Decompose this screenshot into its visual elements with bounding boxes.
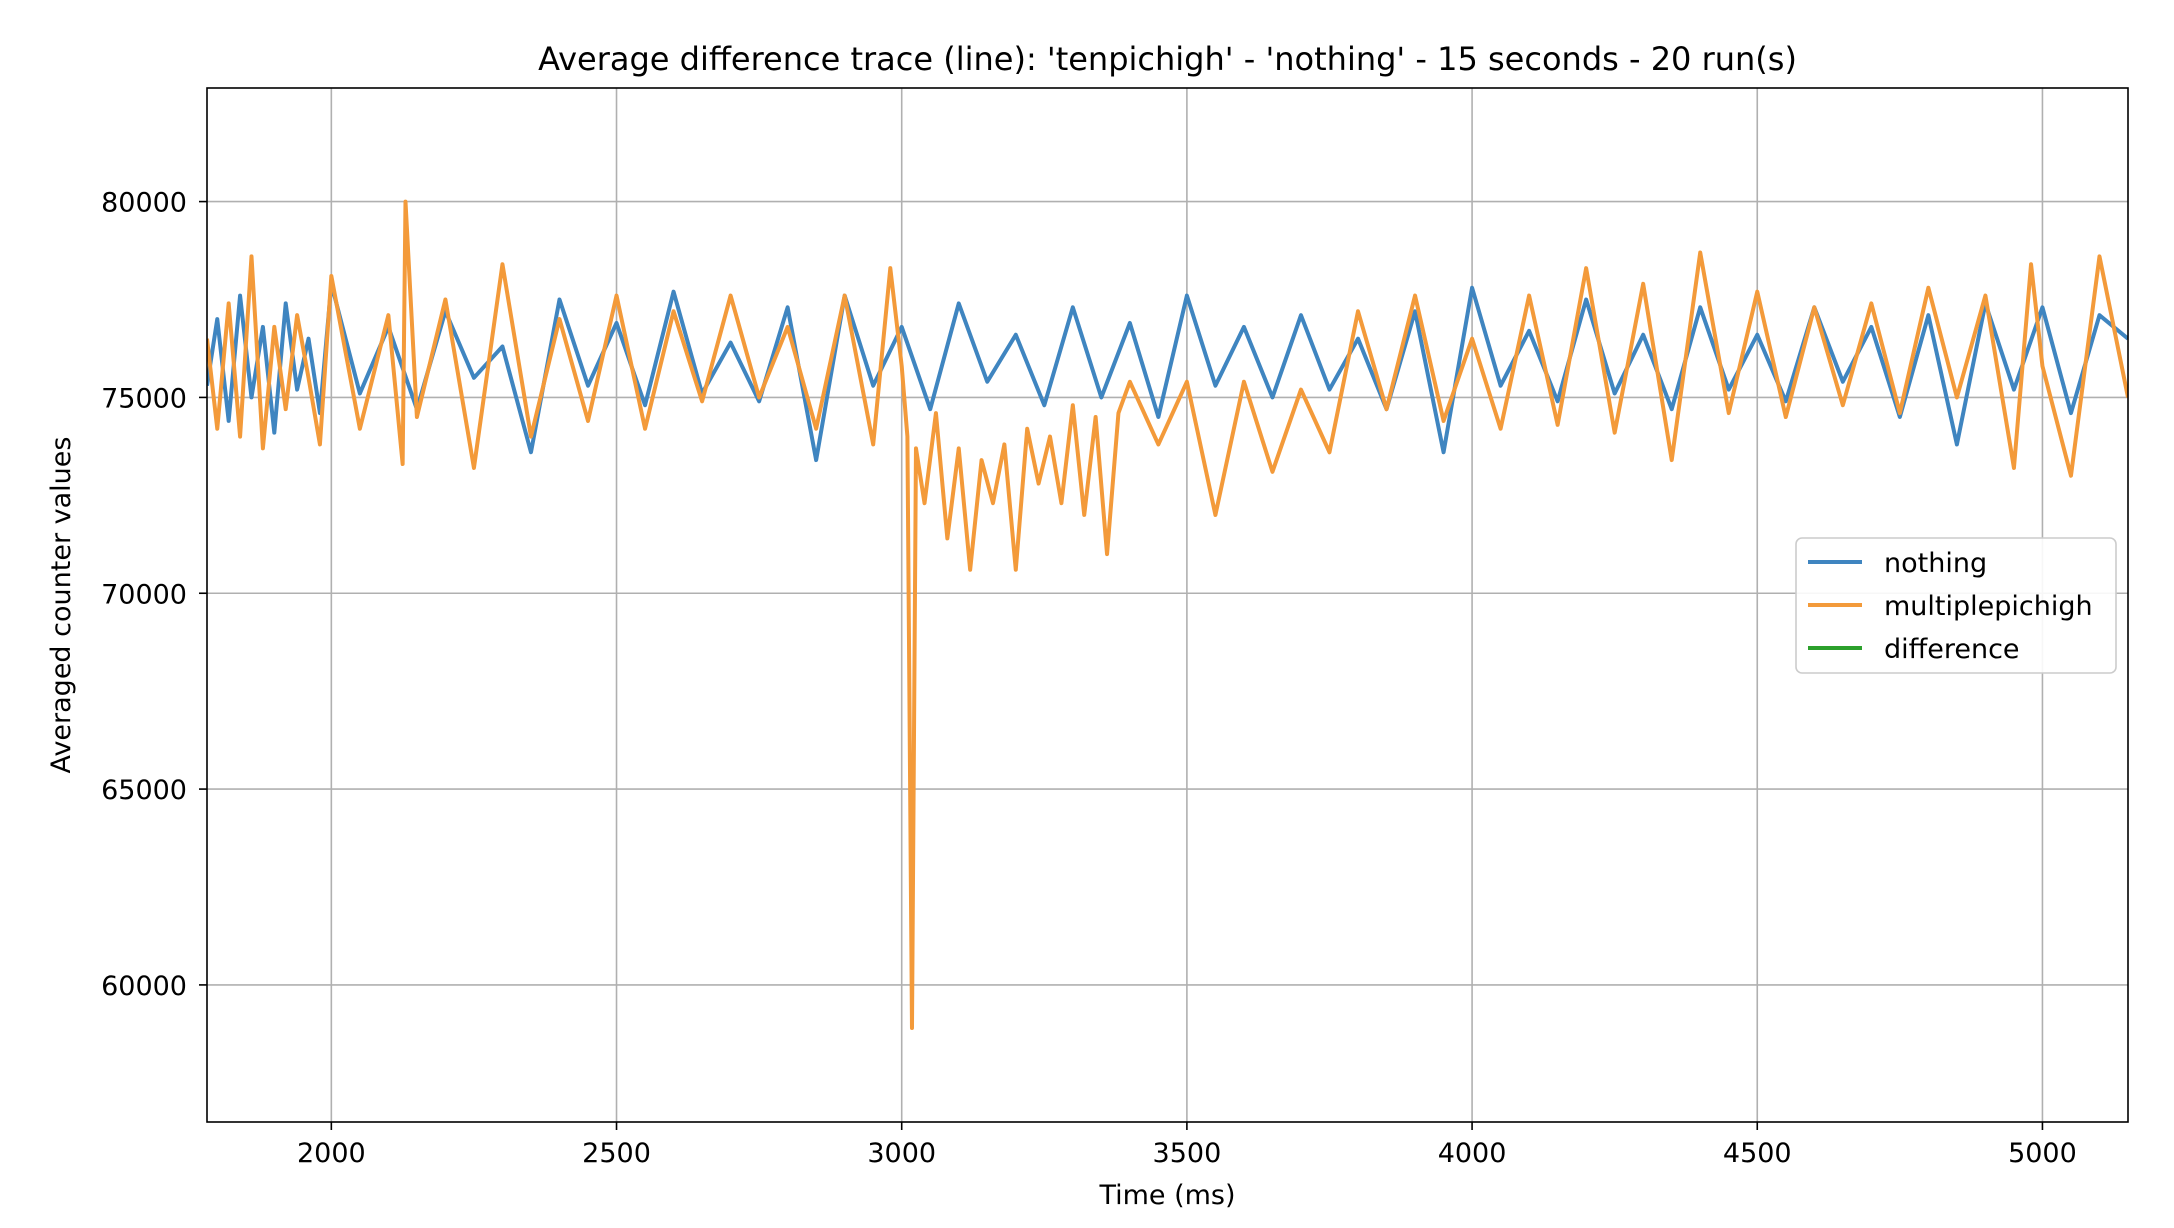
y-tick-label: 60000 bbox=[101, 971, 187, 1002]
series-layer bbox=[207, 199, 2128, 1030]
x-tick-label: 3000 bbox=[867, 1138, 936, 1169]
y-tick-label: 70000 bbox=[101, 579, 187, 610]
ticks-layer: 2000 2500 3000 3500 4000 4500 5000 60000 65000 70… bbox=[101, 188, 2077, 1169]
y-axis-label: Averaged counter values bbox=[46, 437, 77, 774]
legend: nothing multiplepichigh difference bbox=[1795, 537, 2117, 674]
y-tick-label: 75000 bbox=[101, 383, 187, 414]
x-tick-label: 4500 bbox=[1723, 1138, 1792, 1169]
axes-frame bbox=[206, 87, 2129, 1123]
legend-label-multiplepichigh: multiplepichigh bbox=[1884, 591, 2093, 622]
x-tick-label: 3500 bbox=[1153, 1138, 1222, 1169]
legend-label-difference: difference bbox=[1884, 634, 2020, 665]
series-line-multiplepichigh bbox=[207, 199, 2128, 1030]
x-tick-label: 2000 bbox=[297, 1138, 366, 1169]
x-tick-label: 4000 bbox=[1438, 1138, 1507, 1169]
chart-title: Average difference trace (line): 'tenpic… bbox=[538, 40, 1797, 78]
x-axis-label: Time (ms) bbox=[1098, 1180, 1235, 1211]
legend-label-nothing: nothing bbox=[1884, 548, 1987, 579]
legend-box bbox=[1795, 537, 2117, 674]
y-tick-label: 80000 bbox=[101, 188, 187, 219]
y-tick-label: 65000 bbox=[101, 775, 187, 806]
x-tick-label: 2500 bbox=[582, 1138, 651, 1169]
x-tick-label: 5000 bbox=[2008, 1138, 2077, 1169]
